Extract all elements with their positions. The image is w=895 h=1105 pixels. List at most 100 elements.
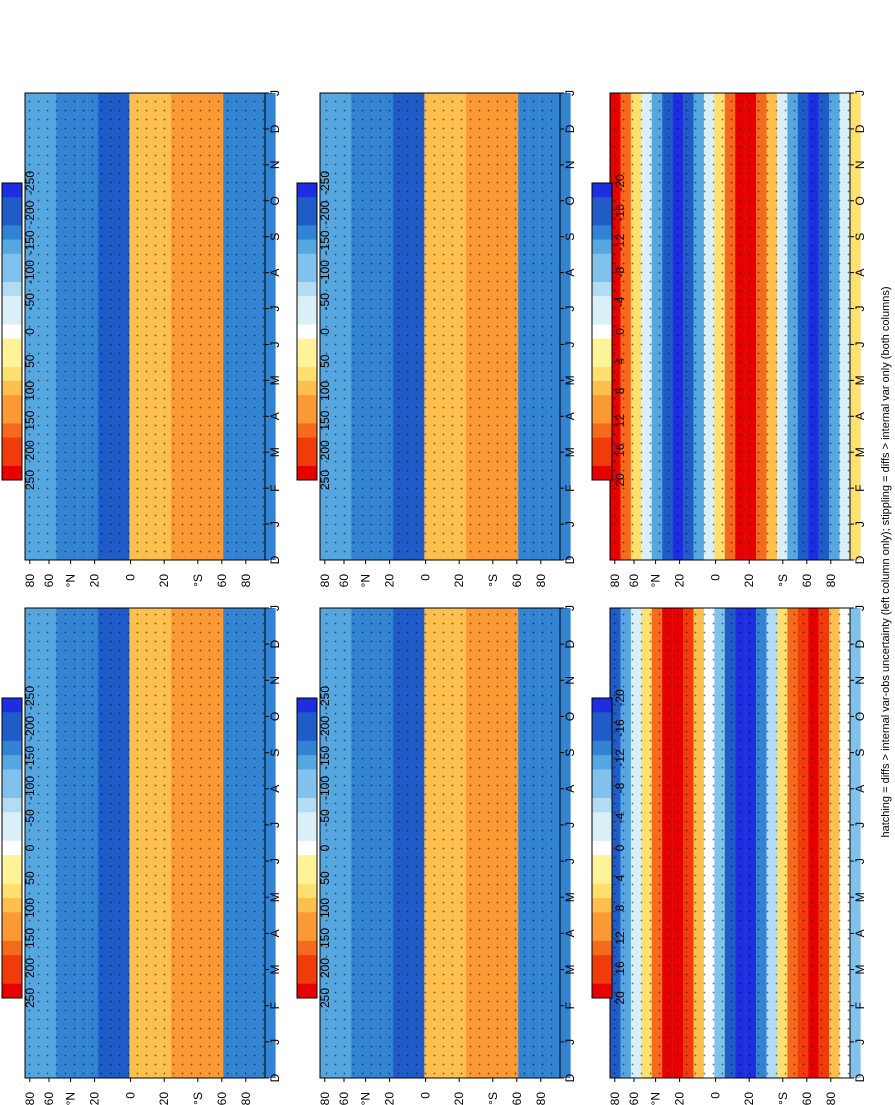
colorbar-swatch [592, 798, 612, 813]
x-tick-label: F [563, 484, 577, 491]
colorbar-swatch [592, 726, 612, 742]
x-tick-label: N [563, 161, 577, 170]
x-tick-label: N [268, 676, 282, 685]
colorbar-swatch [592, 352, 612, 368]
x-tick-label: J [563, 90, 577, 96]
y-tick-label: 0 [419, 574, 433, 581]
colorbar-swatch [297, 840, 317, 856]
x-tick-label: J [853, 1039, 867, 1045]
colorbar-swatch [592, 253, 612, 269]
x-tick-label: F [853, 1002, 867, 1009]
x-tick-label: J [268, 1039, 282, 1045]
y-tick-label: 80 [824, 1092, 838, 1105]
x-tick-label: J [853, 822, 867, 828]
y-tick-label: 60 [510, 1092, 524, 1105]
stippling [25, 608, 265, 1078]
colorbar-tick-label: 250 [318, 988, 332, 1008]
colorbar-swatch [297, 898, 317, 913]
colorbar-swatch [297, 855, 317, 870]
x-tick-label: J [563, 341, 577, 347]
colorbar: 250 200 150 100 50 0 -50 -100 -150 -200 -250 [296, 171, 332, 490]
colorbar-swatch [2, 798, 22, 813]
colorbar-tick-label: -8 [613, 782, 627, 793]
colorbar-tick-label: 20 [613, 991, 627, 1005]
y-tick-label: 60 [800, 574, 814, 588]
colorbar-swatch [297, 211, 317, 226]
colorbar-swatch [297, 395, 317, 410]
y-tick-label: 80 [318, 574, 332, 588]
colorbar-swatch [592, 366, 612, 382]
x-tick-label: D [563, 124, 577, 133]
x-tick-label: M [563, 892, 577, 902]
x-tick-label: A [853, 269, 867, 277]
field-band [265, 93, 276, 560]
colorbar-swatch [2, 898, 22, 913]
y-tick-label: °S [776, 574, 790, 587]
x-tick-label: A [853, 929, 867, 937]
x-tick-label: D [853, 639, 867, 648]
colorbar-tick-label: -16 [613, 719, 627, 737]
colorbar-swatch [2, 183, 22, 198]
colorbar-swatch [297, 912, 317, 928]
y-tick-label: 60 [42, 1092, 56, 1105]
colorbar-swatch [297, 267, 317, 283]
x-tick-label: F [268, 1002, 282, 1009]
colorbar-swatch [2, 352, 22, 368]
colorbar-tick-label: 250 [23, 470, 37, 490]
colorbar-swatch [297, 324, 317, 340]
colorbar-swatch [297, 352, 317, 368]
colorbar-frame [591, 182, 613, 481]
plot-frame [319, 92, 561, 561]
y-tick-label: 20 [452, 574, 466, 588]
colorbar-tick-label: 150 [318, 410, 332, 430]
colorbar-swatch [297, 869, 317, 885]
x-tick-label: O [563, 712, 577, 721]
x-tick-label: J [268, 822, 282, 828]
y-tick-label: 60 [510, 574, 524, 588]
y-tick-label: 80 [534, 1092, 548, 1105]
colorbar-swatch [2, 783, 22, 799]
x-tick-label: A [563, 412, 577, 420]
x-tick-label: J [853, 858, 867, 864]
colorbar-tick-label: -200 [23, 200, 37, 224]
colorbar-frame [296, 697, 318, 999]
colorbar-swatch [297, 451, 317, 467]
x-tick-label: N [563, 676, 577, 685]
x-tick-label: J [563, 858, 577, 864]
x-tick-label: J [563, 306, 577, 312]
colorbar-tick-label: -50 [23, 809, 37, 827]
colorbar-tick-label: -200 [318, 200, 332, 224]
colorbar-swatch [592, 755, 612, 770]
x-tick-label: D [563, 639, 577, 648]
y-tick-label: 60 [215, 574, 229, 588]
y-tick-label: °S [191, 1092, 205, 1105]
x-tick-label: J [268, 306, 282, 312]
colorbar-tick-label: -150 [23, 230, 37, 254]
colorbar-swatch [2, 769, 22, 785]
colorbar-tick-label: 16 [613, 443, 627, 457]
x-tick-label: S [563, 749, 577, 757]
x-tick-label: S [563, 233, 577, 241]
colorbar-swatch [2, 940, 22, 956]
colorbar-swatch [297, 381, 317, 396]
colorbar-swatch [2, 451, 22, 467]
colorbar-swatch [2, 955, 22, 970]
colorbar-swatch [2, 698, 22, 713]
y-tick-label: 0 [419, 1092, 433, 1099]
colorbar-swatch [592, 983, 612, 999]
colorbar-tick-label: -100 [23, 776, 37, 800]
colorbar-swatch [592, 324, 612, 340]
x-tick-label: O [268, 712, 282, 721]
colorbar-swatch [2, 826, 22, 842]
x-tick-label: D [268, 1073, 282, 1082]
colorbar-swatch [297, 726, 317, 742]
stippling [610, 608, 850, 1078]
colorbar-swatch [592, 225, 612, 241]
colorbar-swatch [297, 983, 317, 999]
colorbar-swatch [592, 183, 612, 198]
x-tick-label: M [268, 965, 282, 975]
y-tick-label: 80 [534, 574, 548, 588]
colorbar-swatch [297, 253, 317, 269]
